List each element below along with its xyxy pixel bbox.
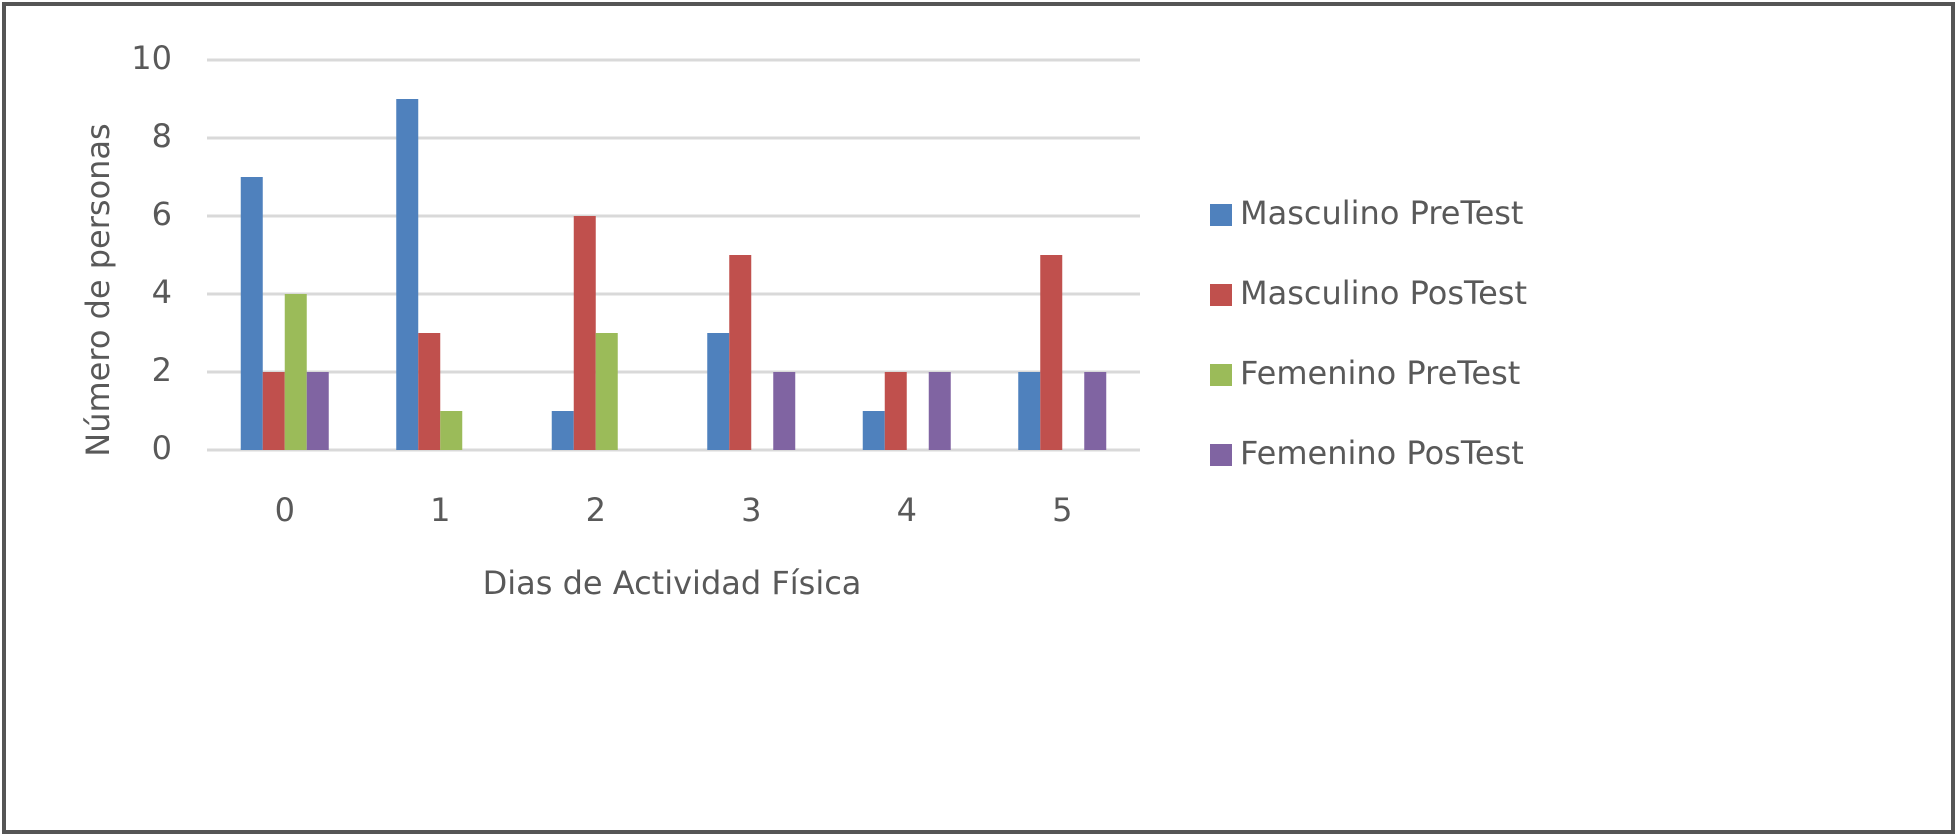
y-axis-title: Número de personas bbox=[79, 123, 117, 456]
legend-label: Masculino PosTest bbox=[1240, 274, 1527, 312]
x-tick-label: 4 bbox=[897, 491, 917, 529]
bar bbox=[418, 333, 441, 450]
bar bbox=[928, 372, 951, 450]
bar bbox=[595, 333, 618, 450]
bar bbox=[862, 411, 885, 450]
x-tick-label: 1 bbox=[430, 491, 450, 529]
y-tick-label: 10 bbox=[131, 39, 172, 77]
bar bbox=[729, 255, 752, 450]
x-tick-label: 5 bbox=[1052, 491, 1072, 529]
bar bbox=[551, 411, 574, 450]
y-tick-label: 4 bbox=[152, 273, 172, 311]
x-tick-label: 0 bbox=[275, 491, 295, 529]
x-axis-title: Dias de Actividad Física bbox=[483, 564, 862, 602]
y-tick-label: 2 bbox=[152, 351, 172, 389]
x-tick-label: 3 bbox=[741, 491, 761, 529]
y-tick-label: 0 bbox=[152, 429, 172, 467]
bar bbox=[1084, 372, 1107, 450]
bar bbox=[262, 372, 285, 450]
bar bbox=[1040, 255, 1063, 450]
y-tick-label: 6 bbox=[152, 195, 172, 233]
bar bbox=[573, 216, 596, 450]
bar bbox=[1018, 372, 1041, 450]
legend-label: Femenino PosTest bbox=[1240, 434, 1524, 472]
legend-label: Femenino PreTest bbox=[1240, 354, 1520, 392]
bar bbox=[440, 411, 463, 450]
bar bbox=[773, 372, 796, 450]
legend-swatch bbox=[1210, 284, 1232, 306]
legend-swatch bbox=[1210, 444, 1232, 466]
bar bbox=[707, 333, 730, 450]
bar bbox=[284, 294, 307, 450]
bar bbox=[884, 372, 907, 450]
bar bbox=[306, 372, 329, 450]
legend-label: Masculino PreTest bbox=[1240, 194, 1523, 232]
y-tick-label: 8 bbox=[152, 117, 172, 155]
bar bbox=[396, 99, 419, 450]
legend-swatch bbox=[1210, 204, 1232, 226]
bar bbox=[240, 177, 263, 450]
x-tick-label: 2 bbox=[586, 491, 606, 529]
legend-swatch bbox=[1210, 364, 1232, 386]
